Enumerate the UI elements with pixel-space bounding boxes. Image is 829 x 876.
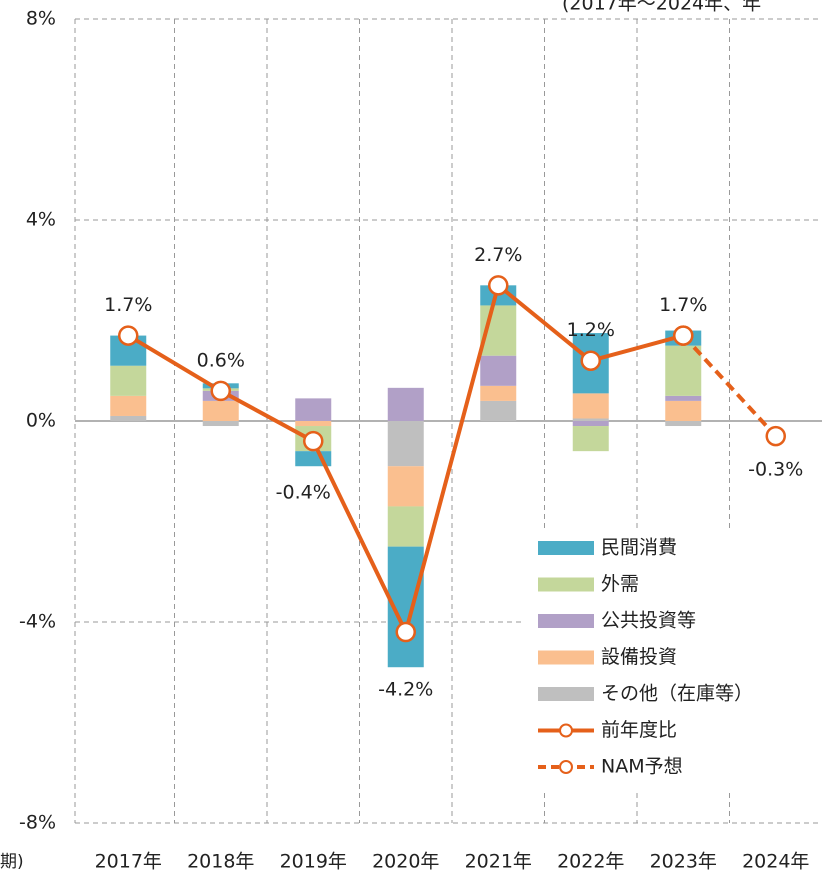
bar-segment — [480, 385, 517, 401]
bar-segment — [572, 426, 609, 452]
data-label: 1.2% — [567, 319, 615, 341]
bar-segment — [295, 398, 332, 421]
legend-point — [559, 723, 573, 738]
x-unit: 期) — [0, 852, 24, 872]
x-tick-label: 2023年 — [650, 851, 717, 873]
y-tick-label: 0% — [26, 410, 56, 432]
bar-segment — [110, 395, 147, 416]
legend-label: その他（在庫等） — [601, 683, 753, 705]
y-tick-label: -8% — [19, 812, 56, 834]
legend-label: 公共投資等 — [601, 610, 696, 632]
point — [488, 275, 509, 296]
line — [681, 334, 778, 438]
legend-swatch — [538, 614, 594, 628]
x-tick-label: 2018年 — [187, 851, 254, 873]
data-label: 1.7% — [104, 294, 152, 316]
x-tick-label: 2020年 — [372, 851, 439, 873]
legend-label: 前年度比 — [601, 719, 677, 741]
data-label: 1.7% — [659, 294, 707, 316]
x-tick-label: 2024年 — [742, 851, 809, 873]
bar-segment — [572, 418, 609, 421]
point — [395, 621, 416, 643]
point — [210, 380, 231, 402]
legend-swatch — [538, 650, 594, 665]
legend-swatch — [538, 541, 594, 555]
legend-point — [559, 760, 573, 774]
bar-segment — [295, 421, 332, 427]
bar-segment — [572, 421, 609, 427]
point — [580, 350, 601, 371]
point — [765, 425, 786, 447]
x-tick-label: 2017年 — [95, 851, 162, 873]
bar-segment — [665, 345, 702, 396]
data-label: -4.2% — [378, 679, 433, 701]
point — [303, 430, 324, 452]
bar-segment — [480, 400, 517, 421]
x-tick-label: 2019年 — [280, 851, 347, 873]
y-tick-label: -4% — [19, 611, 56, 633]
subtitle: (2017年〜2024年、年 — [562, 0, 761, 15]
bar-segment — [110, 415, 147, 421]
bar-segment — [202, 421, 239, 427]
legend-label: NAM予想 — [601, 756, 683, 778]
data-label: -0.3% — [748, 459, 803, 481]
legend-swatch — [538, 687, 594, 701]
data-label: -0.4% — [276, 482, 331, 504]
data-label: 2.7% — [474, 244, 522, 266]
bar-segment — [387, 466, 424, 507]
bar-segment — [387, 506, 424, 547]
point — [118, 325, 139, 346]
bar-segment — [480, 355, 517, 386]
bar-segment — [387, 387, 424, 421]
x-tick-label: 2022年 — [557, 851, 624, 873]
bar-segment — [387, 421, 424, 467]
legend-swatch — [538, 577, 594, 592]
bar-segment — [202, 400, 239, 421]
bar-segment — [665, 400, 702, 421]
point — [673, 325, 694, 346]
y-tick-label: 8% — [26, 8, 56, 30]
bar-segment — [665, 421, 702, 427]
bar-segment — [110, 365, 147, 396]
bar-segment — [665, 395, 702, 401]
legend-label: 外需 — [601, 573, 639, 595]
data-label: 0.6% — [197, 349, 245, 371]
x-tick-label: 2021年 — [465, 851, 532, 873]
bar-segment — [572, 393, 609, 419]
legend-label: 設備投資 — [601, 646, 677, 668]
legend-label: 民間消費 — [601, 537, 677, 559]
y-tick-label: 4% — [26, 209, 56, 231]
